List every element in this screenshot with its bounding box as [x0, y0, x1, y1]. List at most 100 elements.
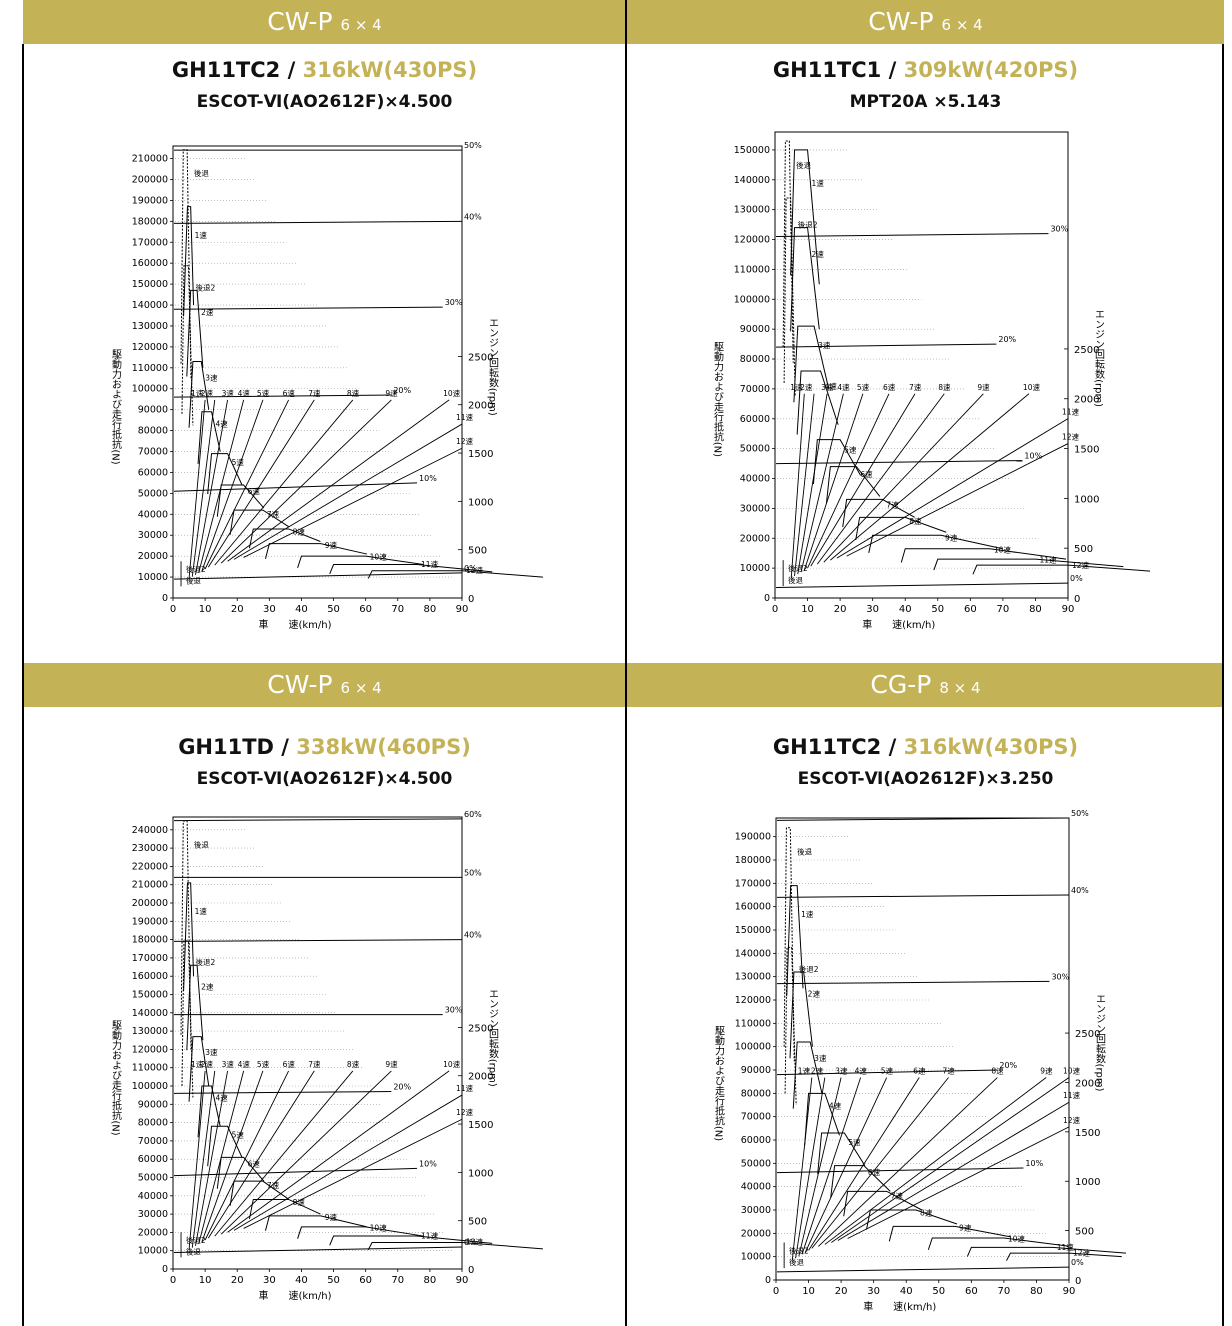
x-tick-label: 0 [772, 604, 778, 615]
gear-force-curve [329, 1235, 493, 1246]
y-tick-label: 170000 [132, 953, 168, 964]
gear-force-curve [825, 466, 881, 504]
rpm-label: 8速 [938, 383, 951, 392]
rpm-label: 1速 [191, 389, 204, 398]
rpm-line [810, 393, 916, 567]
resistance-label: 40% [1071, 886, 1089, 895]
y-tick-label: 120000 [734, 235, 770, 246]
rpm-line [803, 393, 864, 571]
y-tick-label: 10000 [138, 572, 168, 583]
gear-force-label: 2速 [812, 250, 825, 259]
x-tick-label: 90 [456, 1275, 469, 1286]
y2-tick-label: 500 [468, 546, 487, 557]
y-tick-label: 140000 [735, 948, 771, 959]
gear-force-curve [329, 564, 493, 575]
x-tick-label: 70 [391, 1275, 404, 1286]
gear-force-curve [812, 439, 862, 485]
rpm-line [204, 1070, 290, 1241]
gear-force-label: 1速 [195, 907, 208, 916]
y-tick-label: 180000 [132, 935, 168, 946]
y-axis-label: 駆動力および走行抵抗(N) [712, 342, 724, 458]
x-tick-label: 30 [866, 604, 879, 615]
y2-tick-label: 2000 [1074, 395, 1099, 406]
y-tick-label: 70000 [138, 447, 168, 458]
x-tick-label: 90 [1063, 1286, 1076, 1297]
title-separator: / [881, 735, 904, 759]
gear-force-curve [367, 1241, 543, 1251]
y-tick-label: 140000 [132, 300, 168, 311]
y-tick-label: 90000 [741, 1065, 771, 1076]
rpm-line [243, 1118, 463, 1229]
gear-force-curve [789, 971, 813, 1059]
y-tick-label: 10000 [138, 1246, 168, 1257]
x-tick-label: 80 [1029, 604, 1042, 615]
resistance-label: 0% [1070, 574, 1083, 583]
y-axis-label: 駆動力および走行抵抗(N) [713, 1026, 725, 1142]
rpm-line [207, 399, 315, 568]
gear-force-curve [868, 534, 1003, 553]
reverse-force-curve [180, 820, 192, 1050]
rpm-line [797, 393, 828, 575]
rpm-label: 7速 [909, 383, 922, 392]
x-tick-label: 40 [295, 1275, 308, 1286]
gear-force-label: 6速 [248, 1159, 261, 1168]
y2-tick-label: 2000 [468, 401, 493, 412]
rpm-label: 7速 [943, 1067, 956, 1076]
x-tick-label: 70 [391, 604, 404, 615]
gear-force-curve [229, 1180, 290, 1206]
rpm-line [188, 399, 206, 579]
resistance-line [173, 818, 463, 822]
panel-header-band: CG-P 8 × 4 [627, 663, 1224, 707]
gear-force-label: 11速 [1057, 1243, 1075, 1252]
rpm-label: 5速 [257, 389, 270, 398]
engine-model: GH11TC2 [772, 735, 882, 759]
gear-force-curve [900, 548, 1067, 563]
gear-force-curve [197, 411, 221, 464]
gear-force-curve [796, 370, 839, 435]
gear-force-curve [183, 206, 195, 317]
engine-power: 316kW(430PS) [302, 58, 478, 82]
y-tick-label: 0 [765, 1275, 771, 1286]
resistance-label: 20% [999, 1061, 1017, 1070]
x-tick-label: 40 [295, 604, 308, 615]
gear-force-label: 6速 [868, 1168, 881, 1177]
rpm-label: 5速 [881, 1067, 894, 1076]
gear-force-label: 7速 [886, 500, 899, 509]
reverse-label: 後退 [797, 846, 812, 856]
gear-force-curve [248, 1198, 321, 1220]
gear-force-curve [933, 558, 1124, 571]
resistance-label: 50% [1071, 809, 1089, 818]
rpm-label: 10速 [1023, 383, 1041, 392]
reverse2-label: 後退2 [798, 220, 818, 230]
resistance-line [775, 233, 1049, 238]
gear-force-label: 4速 [829, 1101, 842, 1110]
engine-model: GH11TC1 [772, 58, 882, 82]
rpm-label: 6速 [283, 1060, 296, 1069]
rpm-line [830, 393, 1030, 561]
transmission-spec: MPT20A ×5.143 [849, 92, 1002, 112]
axle-config: 8 × 4 [939, 679, 981, 697]
x-tick-label: 80 [424, 604, 437, 615]
engine-title: GH11TD / 338kW(460PS) [23, 735, 626, 759]
rpm-line [818, 1077, 998, 1247]
rpm-label: 11速 [456, 1084, 474, 1093]
rpm-line [207, 1070, 315, 1239]
x-axis-label: 車 速(km/h) [258, 1289, 331, 1302]
y-tick-label: 170000 [735, 878, 771, 889]
gear-force-label: 4速 [825, 382, 838, 391]
engine-power: 338kW(460PS) [296, 735, 471, 759]
rpm-line [227, 1070, 450, 1233]
rpm-line [204, 399, 290, 570]
gear-force-label: 9速 [325, 541, 338, 550]
resistance-label: 50% [464, 868, 482, 877]
gear-force-label: 3速 [814, 1054, 827, 1063]
gear-force-curve [842, 498, 915, 528]
x-tick-label: 70 [998, 1286, 1011, 1297]
resistance-label: 0% [1071, 1258, 1084, 1267]
y2-tick-label: 2000 [1075, 1078, 1100, 1089]
rpm-label: 9速 [1040, 1067, 1053, 1076]
x-tick-label: 80 [424, 1275, 437, 1286]
resistance-label: 10% [1024, 452, 1042, 461]
x-tick-label: 60 [964, 604, 977, 615]
